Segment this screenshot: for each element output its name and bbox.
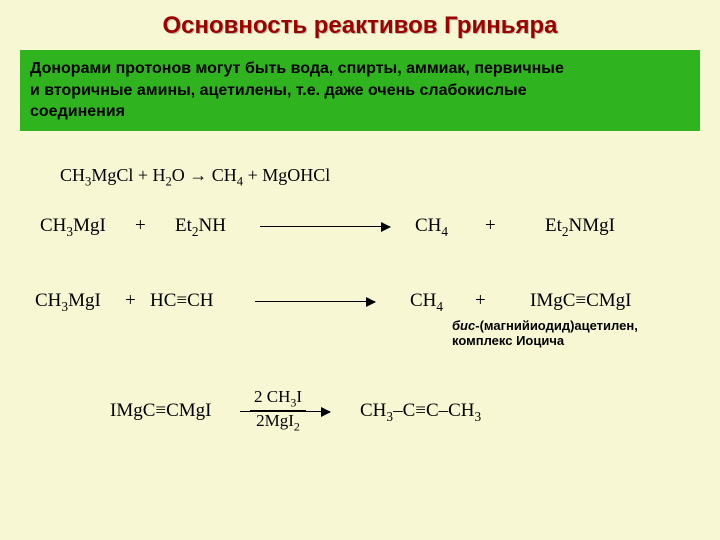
eq3-arrow-icon (255, 301, 375, 302)
eq4-num: 2 CH3I (250, 388, 306, 411)
eq4-ra: CH (360, 400, 386, 421)
proton-donors-box: Донорами протонов могут быть вода, спирт… (20, 50, 700, 131)
eq3-plus2: + (475, 290, 486, 312)
eq2-m2: NH (199, 215, 226, 236)
eq4-na: 2 CH (254, 387, 290, 406)
slide-title: Основность реактивов Гриньяра (0, 0, 720, 40)
eq4-nb: I (296, 387, 302, 406)
eq2-ms: 2 (192, 224, 199, 239)
eq4-ds: 2 (294, 420, 300, 434)
equation-1: CH3MgCl + H2O → CH4 + MgOHCl (60, 165, 330, 190)
eq2-r1s: 4 (441, 224, 448, 239)
eq3-l2: MgI (68, 290, 101, 311)
eq3-r1a: CH (410, 290, 436, 311)
eq2-r2s: 2 (562, 224, 569, 239)
eq2-r2b: NMgI (569, 215, 615, 236)
slide: Основность реактивов Гриньяра Донорами п… (0, 0, 720, 540)
eq4-rs2: 3 (475, 409, 482, 424)
eq2-mid: Et2NH (175, 215, 226, 240)
eq3-r2: IMgC≡CMgI (530, 290, 632, 312)
eq2-r2: Et2NMgI (545, 215, 615, 240)
eq2-r2a: Et (545, 215, 562, 236)
eq2-arrow-icon (260, 226, 390, 227)
eq3-r1: CH4 (410, 290, 443, 315)
eq4-right: CH3–C≡C–CH3 (360, 400, 481, 425)
green-line3: соединения (30, 103, 125, 120)
eq2-plus1: + (135, 215, 146, 237)
eq4-left: IMgC≡CMgI (110, 400, 212, 422)
eq3-plus1: + (125, 290, 136, 312)
eq1-p4: + MgOHCl (243, 165, 330, 185)
eq3-mid: HC≡CH (150, 290, 214, 312)
eq4-arrow-icon (240, 411, 330, 412)
note-bis: бис (452, 318, 475, 333)
green-line1: Донорами протонов могут быть вода, спирт… (30, 60, 564, 77)
eq2-left: CH3MgI (40, 215, 106, 240)
eq1-p2: MgCl + H (91, 165, 165, 185)
eq2-r1: CH4 (415, 215, 448, 240)
eq3-r1s: 4 (436, 299, 443, 314)
eq2-l2: MgI (73, 215, 106, 236)
eq1-p3: O → CH (172, 165, 237, 185)
eq2-l1: CH (40, 215, 66, 236)
iotsich-note: бис-(магнийиодид)ацетилен, комплекс Иоци… (452, 318, 638, 348)
eq2-r1a: CH (415, 215, 441, 236)
eq2-plus2: + (485, 215, 496, 237)
eq4-rb: –C≡C–CH (393, 400, 474, 421)
eq1-p1: CH (60, 165, 85, 185)
eq2-m1: Et (175, 215, 192, 236)
eq3-l1: CH (35, 290, 61, 311)
eq3-left: CH3MgI (35, 290, 101, 315)
note-line2: комплекс Иоцича (452, 333, 564, 348)
green-line2: и вторичные амины, ацетилены, т.е. даже … (30, 82, 527, 99)
eq4-da: 2MgI (256, 411, 294, 430)
note-line1-rest: -(магнийиодид)ацетилен, (475, 318, 638, 333)
eq4-den: 2MgI2 (250, 411, 306, 433)
